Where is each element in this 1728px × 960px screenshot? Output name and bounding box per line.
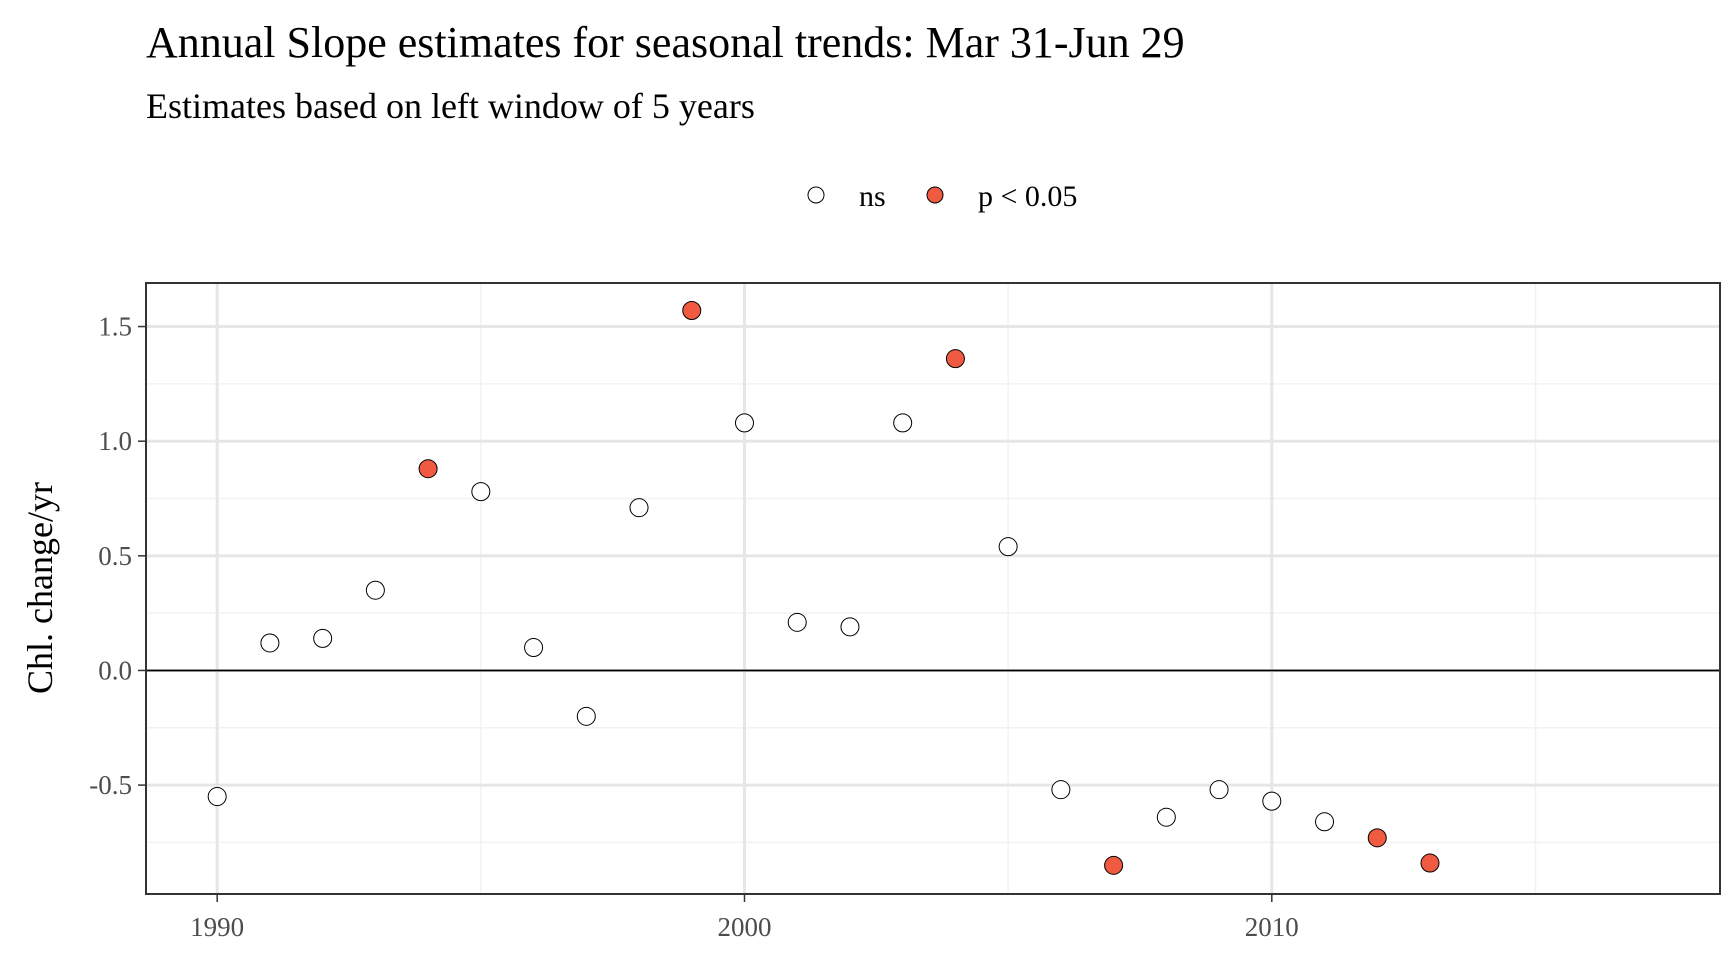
point-ns-1992 <box>313 628 333 648</box>
point-ns-2000 <box>734 413 754 433</box>
point-ns-2008 <box>1156 807 1176 827</box>
point-significant-2012 <box>1367 828 1387 848</box>
legend-key-significant <box>926 186 944 204</box>
point-ns-2003 <box>893 413 913 433</box>
y-tick-label-1: 0.0 <box>98 655 132 685</box>
y-tick-label-3: 1.0 <box>98 426 132 456</box>
x-tick-label-1: 2000 <box>717 912 771 942</box>
point-ns-2010 <box>1262 791 1282 811</box>
axis-ticks: -0.5 0.0 0.5 1.0 1.5 1990 2000 2010 <box>89 312 1299 942</box>
legend-label-ns: ns <box>859 180 886 213</box>
point-ns-1993 <box>365 580 385 600</box>
point-significant-1994 <box>418 459 438 479</box>
x-tick-label-0: 1990 <box>190 912 244 942</box>
point-ns-1998 <box>629 498 649 518</box>
point-significant-2004 <box>945 349 965 369</box>
y-tick-label-2: 0.5 <box>98 541 132 571</box>
plot-panel-border <box>145 282 1721 895</box>
legend: ns p < 0.05 <box>807 180 1077 213</box>
y-tick-label-0: -0.5 <box>89 770 132 800</box>
point-significant-2007 <box>1104 855 1124 875</box>
point-ns-2006 <box>1051 780 1071 800</box>
chart-subtitle: Estimates based on left window of 5 year… <box>146 86 755 126</box>
point-ns-2009 <box>1209 780 1229 800</box>
y-axis-label: Chl. change/yr <box>20 482 60 694</box>
point-ns-1995 <box>471 482 491 502</box>
point-ns-1991 <box>260 633 280 653</box>
point-ns-2001 <box>787 612 807 632</box>
point-ns-1996 <box>524 638 544 658</box>
x-tick-label-2: 2010 <box>1245 912 1299 942</box>
legend-label-significant: p < 0.05 <box>978 180 1077 213</box>
y-tick-label-4: 1.5 <box>98 312 132 342</box>
point-ns-2005 <box>998 537 1018 557</box>
point-ns-2002 <box>840 617 860 637</box>
data-points <box>207 301 1440 875</box>
point-ns-1990 <box>207 787 227 807</box>
point-significant-1999 <box>682 301 702 321</box>
point-ns-1997 <box>576 706 596 726</box>
chart-title: Annual Slope estimates for seasonal tren… <box>146 18 1185 67</box>
legend-key-ns <box>807 186 825 204</box>
point-significant-2013 <box>1420 853 1440 873</box>
point-ns-2011 <box>1315 812 1335 832</box>
